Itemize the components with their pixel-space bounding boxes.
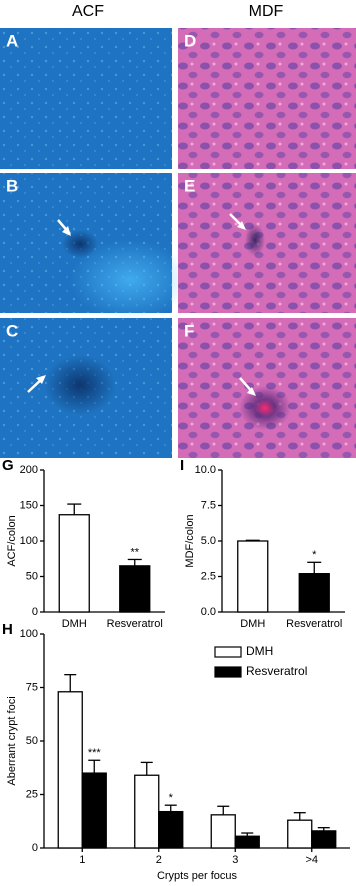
bar [134,774,160,849]
y-tick-label: 0 [32,842,38,854]
error-bar [307,561,322,574]
panel-label: E [184,176,195,195]
significance: ** [130,546,139,558]
micrograph: C [0,318,172,458]
x-tick-label: 2 [156,854,162,866]
y-tick-label: 2.5 [201,570,216,582]
bar [158,810,184,849]
x-tick-label: >4 [305,854,318,866]
y-tick-label: 50 [26,735,38,747]
y-tick-label: 0.0 [201,606,216,618]
x-tick-label: DMH [62,618,87,630]
y-tick-label: 7.5 [201,499,216,511]
y-axis-label: MDF/colon [184,514,196,567]
legend-swatch [214,666,242,678]
panel-label: C [6,321,18,340]
micrograph: D [178,28,356,169]
bar [210,814,236,849]
bar [119,565,151,613]
y-tick-label: 200 [20,464,38,476]
y-tick-label: 100 [20,628,38,640]
significance: * [312,549,317,561]
micrograph: B [0,173,190,320]
panel-label: D [184,31,196,50]
error-bar [217,805,230,815]
error-bar [241,832,254,837]
y-tick-label: 75 [26,681,38,693]
panel-label: B [6,176,18,195]
error-bar [164,804,177,812]
y-tick-label: 150 [20,499,38,511]
y-axis-label: Aberrant crypt foci [6,696,18,785]
bar [237,540,269,613]
micrograph: F [178,318,356,458]
column-header: MDF [249,3,284,20]
column-header: ACF [72,3,104,20]
micrograph: A [0,28,172,169]
panel-label: H [2,621,13,638]
significance: * [169,792,174,804]
legend-swatch [214,646,242,658]
panel-label: G [2,457,14,474]
legend-label: DMH [246,644,273,658]
error-bar [293,812,306,821]
bar [287,819,313,849]
x-tick-label: 3 [232,854,238,866]
error-bar [64,674,77,692]
error-bar [245,539,260,541]
error-bar [127,558,142,566]
micrograph: E [178,173,356,313]
y-tick-label: 50 [26,570,38,582]
error-bar [88,759,101,774]
significance: *** [88,747,102,759]
bar [81,772,107,849]
error-bar [140,761,153,776]
x-axis-label: Crypts per focus [157,870,238,882]
bar [234,835,260,849]
error-bar [67,503,82,515]
x-tick-label: 1 [79,854,85,866]
y-tick-label: 25 [26,788,38,800]
bar [311,830,337,849]
y-axis-label: ACF/colon [6,515,18,566]
bar [57,691,83,849]
panel-label: A [6,31,18,50]
x-tick-label: Resveratrol [107,618,163,630]
x-tick-label: Resveratrol [286,618,342,630]
bar [298,573,330,613]
y-tick-label: 0 [32,606,38,618]
y-tick-label: 5.0 [201,535,216,547]
panel-label: F [184,321,194,340]
y-tick-label: 10.0 [195,464,216,476]
error-bar [317,827,330,831]
panel-label: I [180,457,184,474]
legend-label: Resveratrol [246,664,307,678]
y-tick-label: 100 [20,535,38,547]
bar [58,514,90,613]
x-tick-label: DMH [240,618,265,630]
